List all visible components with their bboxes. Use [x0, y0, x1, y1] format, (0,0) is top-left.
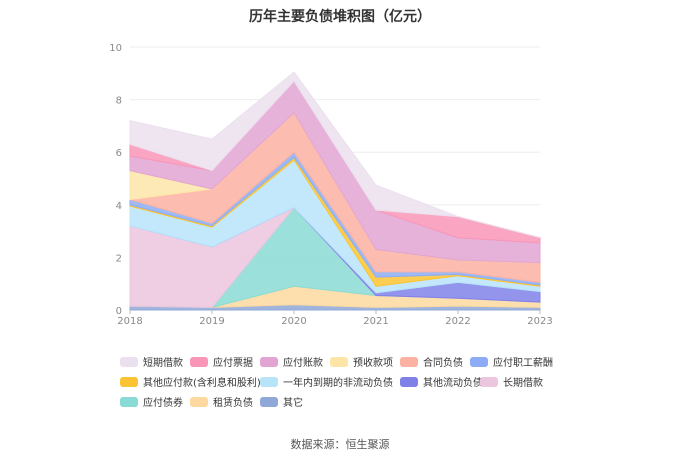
x-tick-label: 2021	[363, 316, 388, 327]
legend-swatch	[190, 356, 208, 367]
x-tick-label: 2020	[281, 316, 306, 327]
legend-swatch	[330, 356, 348, 367]
legend-item[interactable]: 其他应付款(含利息和股利)	[120, 374, 261, 389]
x-tick-label: 2018	[117, 316, 142, 327]
legend-item[interactable]: 应付债券	[120, 394, 183, 409]
legend-swatch	[190, 396, 208, 407]
legend-label: 一年内到期的非流动负债	[283, 378, 393, 389]
legend-label: 预收款项	[353, 358, 393, 369]
y-tick-label: 6	[116, 148, 122, 159]
chart-title: 历年主要负债堆积图（亿元）	[249, 9, 431, 25]
legend-swatch	[400, 356, 418, 367]
legend-item[interactable]: 短期借款	[120, 354, 183, 369]
legend-swatch	[480, 376, 498, 387]
legend-item[interactable]: 预收款项	[330, 354, 393, 369]
legend-swatch	[470, 356, 488, 367]
area-series-12	[129, 71, 541, 239]
legend-swatch	[260, 356, 278, 367]
legend-label: 其他流动负债	[423, 378, 483, 389]
y-tick-label: 8	[116, 96, 122, 107]
legend-label: 长期借款	[503, 378, 543, 389]
x-tick-label: 2019	[199, 316, 224, 327]
legend-swatch	[120, 376, 138, 387]
legend-label: 应付账款	[283, 358, 323, 369]
legend-item[interactable]: 一年内到期的非流动负债	[260, 374, 393, 389]
legend-item[interactable]: 合同负债	[400, 354, 463, 369]
source-note: 数据来源：恒生聚源	[290, 438, 390, 451]
legend-label: 其它	[283, 398, 303, 409]
legend-label: 应付债券	[143, 398, 183, 409]
legend-item[interactable]: 其他流动负债	[400, 374, 483, 389]
legend-label: 合同负债	[423, 358, 463, 369]
legend-swatch	[400, 376, 418, 387]
legend-label: 短期借款	[143, 358, 183, 369]
legend-item[interactable]: 租赁负债	[190, 394, 253, 409]
legend-item[interactable]: 应付账款	[260, 354, 323, 369]
legend-swatch	[260, 376, 278, 387]
legend-label: 租赁负债	[213, 398, 253, 409]
x-tick-label: 2022	[445, 316, 470, 327]
legend-item[interactable]: 应付职工薪酬	[470, 354, 553, 369]
legend-item[interactable]: 应付票据	[190, 354, 253, 369]
legend-label: 其他应付款(含利息和股利)	[143, 378, 261, 389]
legend-swatch	[120, 396, 138, 407]
legend-item[interactable]: 长期借款	[480, 374, 543, 389]
y-tick-label: 2	[116, 253, 122, 264]
legend-label: 应付职工薪酬	[493, 358, 553, 369]
legend-label: 应付票据	[213, 358, 253, 369]
legend-item[interactable]: 其它	[260, 394, 303, 409]
y-tick-label: 4	[116, 201, 122, 212]
legend-swatch	[260, 396, 278, 407]
legend-swatch	[120, 356, 138, 367]
y-tick-label: 0	[116, 306, 122, 317]
x-tick-label: 2023	[527, 316, 552, 327]
y-tick-label: 10	[109, 43, 122, 54]
